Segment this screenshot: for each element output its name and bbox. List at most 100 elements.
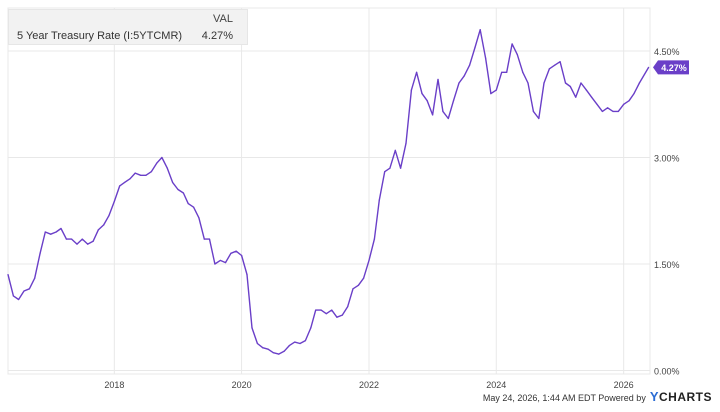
series-point: [437, 78, 439, 81]
series-point: [60, 227, 62, 230]
series-point: [224, 261, 227, 264]
series-point: [240, 254, 243, 257]
series-point: [119, 185, 121, 187]
series-point: [341, 314, 343, 316]
plot-frame: [7, 7, 651, 375]
series-point: [623, 103, 625, 105]
footer-timestamp: May 24, 2026, 1:44 AM EDT Powered by: [482, 393, 646, 403]
series-point: [559, 61, 561, 63]
series-point: [28, 288, 31, 290]
series-point: [580, 82, 582, 84]
series-point: [124, 181, 126, 183]
series-point: [426, 100, 428, 102]
series-point: [140, 174, 142, 176]
series-point: [7, 274, 9, 276]
series-point: [527, 82, 529, 84]
series-point: [129, 178, 131, 180]
series-point: [103, 224, 105, 226]
series-point: [564, 82, 567, 84]
chart-footer: May 24, 2026, 1:44 AM EDT Powered by YCH…: [483, 389, 712, 404]
series-point: [182, 192, 184, 194]
series-point: [34, 277, 36, 279]
series-point: [638, 82, 640, 84]
series-point: [256, 342, 259, 345]
series-point: [538, 117, 540, 120]
series-point: [12, 295, 15, 297]
ycharts-logo[interactable]: YCHARTS: [650, 389, 712, 404]
series-point: [320, 309, 322, 311]
series-point: [203, 238, 205, 240]
series-point: [235, 250, 237, 252]
series-point: [432, 114, 434, 116]
x-tick-label: 2020: [232, 380, 252, 390]
series-point: [55, 231, 57, 233]
y-tick-label: 0.00%: [654, 366, 680, 376]
badge-shape: [653, 60, 689, 75]
series-point: [331, 309, 333, 311]
series-point: [336, 316, 338, 318]
series-point: [156, 162, 158, 164]
series-point: [516, 53, 518, 56]
series-point: [113, 200, 115, 203]
series-point: [363, 277, 365, 279]
series-point: [246, 274, 248, 276]
series-point: [575, 96, 577, 98]
series-point: [506, 71, 508, 73]
series-point: [134, 172, 136, 174]
series-point: [368, 259, 370, 262]
series-point: [171, 181, 174, 183]
series-point: [601, 110, 604, 112]
series-point: [442, 110, 444, 112]
series-point: [310, 327, 312, 329]
series-point: [596, 103, 598, 105]
series-point: [548, 68, 551, 70]
legend-series-name: 5 Year Treasury Rate (I:5YTCMR): [17, 30, 183, 42]
series-point: [485, 57, 487, 59]
grid-layer: [7, 7, 651, 375]
series-point: [463, 75, 465, 77]
series-point: [405, 142, 407, 144]
series-point: [219, 259, 221, 262]
series-point: [272, 352, 274, 354]
series-point: [214, 263, 216, 265]
series-point: [97, 229, 99, 231]
series-point: [384, 171, 386, 173]
series-point: [177, 188, 179, 191]
series-point: [108, 215, 110, 217]
series-point: [347, 305, 349, 308]
series-point: [71, 238, 73, 240]
series-point: [628, 100, 630, 102]
series-point: [288, 345, 290, 347]
series-point: [145, 174, 147, 176]
series-point: [65, 238, 67, 240]
series-point: [166, 167, 168, 169]
series-point: [294, 341, 296, 343]
last-value-badge: 4.27%: [653, 60, 689, 75]
series-point: [304, 340, 306, 342]
x-tick-label: 2022: [359, 380, 379, 390]
ycharts-logo-text: CHARTS: [659, 390, 712, 404]
series-point: [44, 231, 46, 233]
legend-column-header: VAL: [213, 13, 233, 25]
series-point: [410, 89, 412, 91]
series-point: [495, 89, 497, 91]
series-point: [283, 350, 285, 352]
series-point: [50, 233, 52, 235]
legend-box: VAL 5 Year Treasury Rate (I:5YTCMR) 4.27…: [8, 9, 248, 45]
series-point: [198, 217, 200, 219]
series-point: [267, 348, 269, 350]
y-tick-label: 3.00%: [654, 154, 680, 164]
series-point: [193, 206, 195, 208]
series-point: [501, 71, 503, 73]
series-point: [447, 117, 449, 120]
series-point: [591, 96, 593, 98]
series-layer: [7, 29, 650, 355]
series-point: [208, 238, 211, 240]
series-point: [187, 203, 189, 205]
series-point: [325, 313, 327, 315]
series-point: [421, 93, 423, 95]
series-point: [230, 252, 232, 254]
series-point: [479, 29, 481, 31]
series-point: [585, 89, 587, 91]
